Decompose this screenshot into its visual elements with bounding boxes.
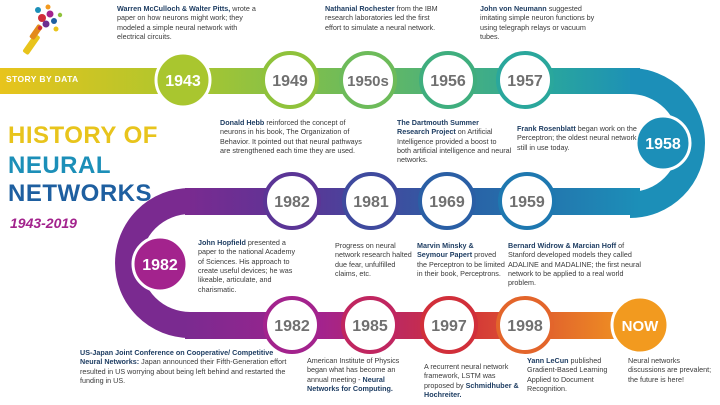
year-label: 1982 xyxy=(274,194,310,211)
text-1957: John von Neumann suggested imitating sim… xyxy=(480,4,605,41)
year-label: NOW xyxy=(622,318,660,335)
year-label: 1985 xyxy=(352,318,388,335)
year-label: 1949 xyxy=(272,73,308,90)
year-label: 1998 xyxy=(507,318,543,335)
text-1969: Marvin Minsky & Seymour Papert proved th… xyxy=(417,241,505,278)
title-line-2: NEURAL xyxy=(8,152,111,180)
milestone-circle-1981: 1981 xyxy=(344,174,398,228)
neuron-logo-icon xyxy=(22,5,62,56)
text-1956: The Dartmouth Summer Research Project on… xyxy=(397,118,512,165)
year-label: 1982 xyxy=(274,318,310,335)
milestone-circle-now: NOW xyxy=(612,297,668,353)
year-label: 1958 xyxy=(645,136,681,153)
story-by-data-tag: STORY BY DATA xyxy=(6,74,79,84)
milestone-circle-1956: 1956 xyxy=(421,53,475,107)
year-label: 1969 xyxy=(429,194,465,211)
text-1981: Progress on neural network research halt… xyxy=(335,241,413,278)
text-1985: American Institute of Physics began what… xyxy=(307,356,415,393)
bottom-band xyxy=(185,312,640,339)
text-1982-hopfield: John Hopfield presented a paper to the n… xyxy=(198,238,298,294)
milestone-circle-1997: 1997 xyxy=(422,298,476,352)
milestone-circle-1969: 1969 xyxy=(420,174,474,228)
text-1950s: Nathanial Rochester from the IBM researc… xyxy=(325,4,443,32)
milestone-circle-1982-top: 1982 xyxy=(265,174,319,228)
milestone-circle-1982-left: 1982 xyxy=(133,237,187,291)
milestone-circle-1958: 1958 xyxy=(636,116,690,170)
year-label: 1997 xyxy=(431,318,467,335)
text-1997: A recurrent neural network framework, LS… xyxy=(424,362,524,399)
title-years: 1943-2019 xyxy=(10,215,77,231)
year-label: 1982 xyxy=(142,257,178,274)
middle-band xyxy=(185,188,640,215)
year-label: 1959 xyxy=(509,194,545,211)
text-1998: Yann LeCun published Gradient-Based Lear… xyxy=(527,356,619,393)
milestone-circle-1959: 1959 xyxy=(500,174,554,228)
text-1958: Frank Rosenblatt began work on the Perce… xyxy=(517,124,637,152)
year-label: 1943 xyxy=(165,73,201,90)
text-1949: Donald Hebb reinforced the concept of ne… xyxy=(220,118,372,155)
title-line-3: NETWORKS xyxy=(8,180,152,208)
text-now: Neural networks discussions are prevalen… xyxy=(628,356,716,384)
milestone-circle-1985: 1985 xyxy=(343,298,397,352)
milestone-circle-1957: 1957 xyxy=(498,53,552,107)
milestone-circle-1998: 1998 xyxy=(498,298,552,352)
year-label: 1950s xyxy=(347,73,389,90)
year-label: 1956 xyxy=(430,73,466,90)
text-1982-conference: US-Japan Joint Conference on Cooperative… xyxy=(80,348,288,385)
milestone-circle-1943: 1943 xyxy=(156,53,210,107)
text-1959: Bernard Widrow & Marcian Hoff of Stanfor… xyxy=(508,241,648,288)
title-line-1: HISTORY OF xyxy=(8,122,158,150)
milestone-circle-1950s: 1950s xyxy=(341,53,395,107)
milestone-circle-1949: 1949 xyxy=(263,53,317,107)
milestone-circle-1982-bottom: 1982 xyxy=(265,298,319,352)
year-label: 1957 xyxy=(507,73,543,90)
text-1943: Warren McCulloch & Walter Pitts, wrote a… xyxy=(117,4,265,41)
year-label: 1981 xyxy=(353,194,389,211)
